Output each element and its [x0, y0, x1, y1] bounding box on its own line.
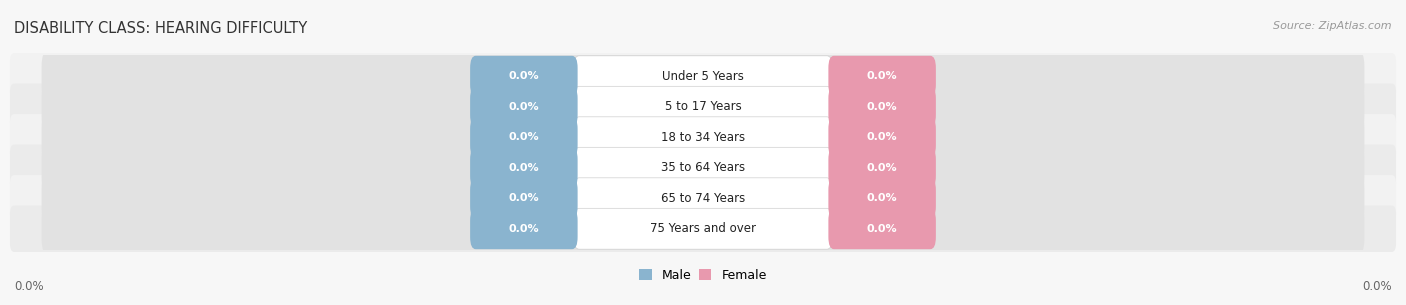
FancyBboxPatch shape	[42, 51, 1364, 102]
Text: 0.0%: 0.0%	[509, 132, 538, 142]
FancyBboxPatch shape	[574, 178, 832, 219]
Text: 0.0%: 0.0%	[509, 71, 538, 81]
Text: 0.0%: 0.0%	[1362, 280, 1392, 293]
FancyBboxPatch shape	[574, 147, 832, 188]
Text: Under 5 Years: Under 5 Years	[662, 70, 744, 83]
Text: 18 to 34 Years: 18 to 34 Years	[661, 131, 745, 144]
FancyBboxPatch shape	[10, 145, 1396, 191]
FancyBboxPatch shape	[574, 56, 832, 97]
FancyBboxPatch shape	[828, 178, 936, 219]
Text: 0.0%: 0.0%	[509, 193, 538, 203]
Text: 0.0%: 0.0%	[868, 71, 897, 81]
FancyBboxPatch shape	[42, 203, 1364, 254]
FancyBboxPatch shape	[470, 117, 578, 158]
FancyBboxPatch shape	[470, 147, 578, 188]
Text: 5 to 17 Years: 5 to 17 Years	[665, 100, 741, 113]
FancyBboxPatch shape	[574, 86, 832, 127]
Text: 75 Years and over: 75 Years and over	[650, 222, 756, 235]
Text: Source: ZipAtlas.com: Source: ZipAtlas.com	[1274, 21, 1392, 31]
FancyBboxPatch shape	[828, 56, 936, 97]
Text: DISABILITY CLASS: HEARING DIFFICULTY: DISABILITY CLASS: HEARING DIFFICULTY	[14, 21, 308, 36]
FancyBboxPatch shape	[470, 56, 578, 97]
Text: 0.0%: 0.0%	[509, 102, 538, 112]
Text: 0.0%: 0.0%	[868, 102, 897, 112]
Text: 0.0%: 0.0%	[509, 163, 538, 173]
FancyBboxPatch shape	[574, 117, 832, 158]
FancyBboxPatch shape	[42, 112, 1364, 163]
FancyBboxPatch shape	[828, 117, 936, 158]
Text: 0.0%: 0.0%	[868, 224, 897, 234]
Text: 0.0%: 0.0%	[868, 132, 897, 142]
FancyBboxPatch shape	[828, 147, 936, 188]
FancyBboxPatch shape	[10, 175, 1396, 221]
Text: 0.0%: 0.0%	[14, 280, 44, 293]
FancyBboxPatch shape	[828, 208, 936, 249]
FancyBboxPatch shape	[42, 81, 1364, 132]
Text: 35 to 64 Years: 35 to 64 Years	[661, 161, 745, 174]
FancyBboxPatch shape	[10, 206, 1396, 252]
FancyBboxPatch shape	[42, 142, 1364, 193]
Legend: Male, Female: Male, Female	[634, 264, 772, 287]
FancyBboxPatch shape	[10, 84, 1396, 130]
Text: 0.0%: 0.0%	[509, 224, 538, 234]
FancyBboxPatch shape	[574, 208, 832, 249]
Text: 0.0%: 0.0%	[868, 193, 897, 203]
FancyBboxPatch shape	[828, 86, 936, 127]
Text: 65 to 74 Years: 65 to 74 Years	[661, 192, 745, 205]
FancyBboxPatch shape	[470, 86, 578, 127]
Text: 0.0%: 0.0%	[868, 163, 897, 173]
FancyBboxPatch shape	[42, 173, 1364, 224]
FancyBboxPatch shape	[470, 208, 578, 249]
FancyBboxPatch shape	[470, 178, 578, 219]
FancyBboxPatch shape	[10, 53, 1396, 99]
FancyBboxPatch shape	[10, 114, 1396, 160]
